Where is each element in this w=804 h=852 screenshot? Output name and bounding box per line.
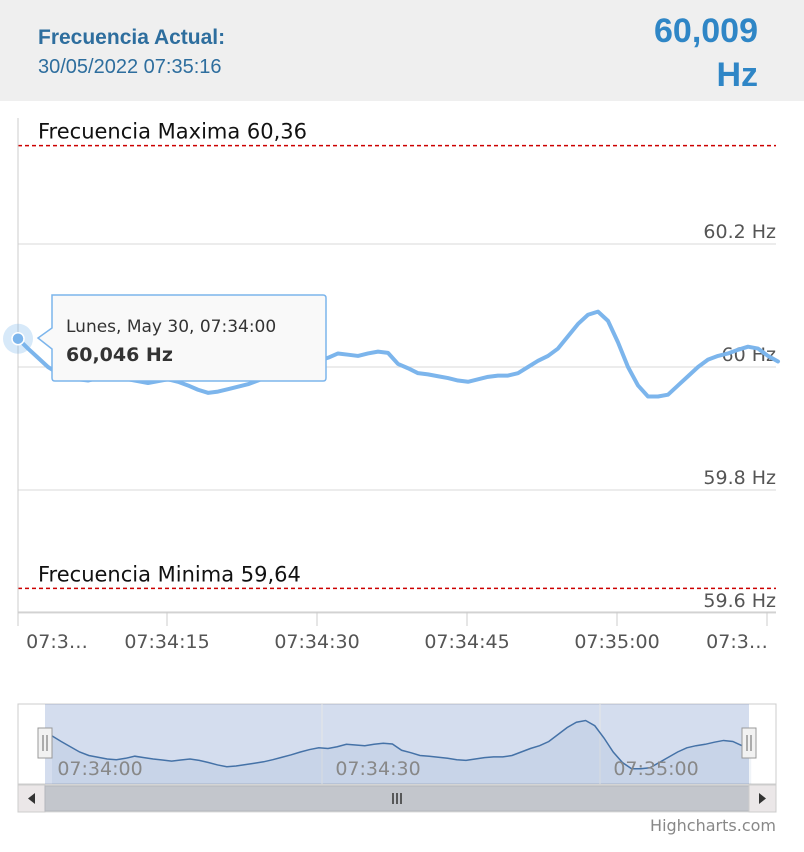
plot-lines: Frecuencia Maxima 60,36 Frecuencia Minima…: [18, 120, 776, 590]
data-point[interactable]: [604, 317, 612, 325]
data-point[interactable]: [614, 338, 622, 346]
data-point[interactable]: [504, 372, 512, 380]
data-point[interactable]: [434, 372, 442, 380]
y-tick-label: 59.8 Hz: [703, 467, 776, 489]
data-point[interactable]: [564, 332, 572, 340]
data-point[interactable]: [594, 308, 602, 316]
navigator-outline: [17, 703, 777, 785]
y-tick-label: 60.2 Hz: [703, 221, 776, 243]
data-point[interactable]: [204, 389, 212, 397]
navigator-series: [51, 719, 752, 784]
data-point[interactable]: [354, 352, 362, 360]
data-point[interactable]: [744, 343, 752, 351]
data-point[interactable]: [44, 363, 52, 371]
data-point[interactable]: [334, 349, 342, 357]
data-point[interactable]: [404, 364, 412, 372]
navigator-line: [51, 719, 752, 770]
x-tick-label: 07:3…: [26, 631, 88, 653]
x-tick-label: 07:3…: [706, 631, 768, 653]
data-point[interactable]: [34, 354, 42, 362]
tooltip-box: [36, 294, 327, 382]
data-point[interactable]: [774, 357, 782, 365]
series-line[interactable]: [16, 309, 780, 399]
data-point[interactable]: [654, 393, 662, 401]
x-axis-ticks: 07:3… 07:34:15 07:34:30 07:34:45 07:35:00 07:…: [17, 612, 768, 653]
data-point[interactable]: [644, 393, 652, 401]
data-point[interactable]: [684, 372, 692, 380]
data-point[interactable]: [214, 388, 222, 396]
navigator-right-handle[interactable]: [741, 727, 757, 759]
data-point[interactable]: [234, 383, 242, 391]
x-tick-label: 07:34:15: [124, 631, 209, 653]
data-point[interactable]: [664, 391, 672, 399]
data-point[interactable]: [634, 381, 642, 389]
data-point[interactable]: [574, 320, 582, 328]
data-point[interactable]: [374, 348, 382, 356]
data-point[interactable]: [444, 374, 452, 382]
scrollbar[interactable]: [17, 784, 777, 813]
navigator[interactable]: 07:34:00 07:34:30 07:35:00: [17, 703, 777, 785]
plot-line-label: Frecuencia Maxima 60,36: [38, 120, 307, 144]
data-point[interactable]: [704, 356, 712, 364]
data-point[interactable]: [554, 345, 562, 353]
scrollbar-grip-icon: [392, 793, 402, 804]
tooltip-value: 60,046 Hz: [66, 344, 173, 366]
tooltip-date: Lunes, May 30, 07:34:00: [66, 317, 276, 337]
data-point[interactable]: [494, 372, 502, 380]
credits-link[interactable]: Highcharts.com: [650, 816, 776, 835]
navigator-left-handle[interactable]: [37, 727, 53, 759]
data-point[interactable]: [624, 363, 632, 371]
data-point[interactable]: [524, 363, 532, 371]
y-tick-label: 59.6 Hz: [703, 590, 776, 612]
x-tick-label: 07:34:45: [424, 631, 509, 653]
scroll-right-arrow-icon: [759, 793, 766, 804]
navigator-selection[interactable]: [45, 704, 749, 784]
x-tick-label: 07:35:00: [574, 631, 659, 653]
hover-point[interactable]: [11, 331, 25, 346]
data-point[interactable]: [484, 373, 492, 381]
current-frequency-timestamp: 30/05/2022 07:35:16: [38, 56, 222, 78]
data-point[interactable]: [674, 381, 682, 389]
data-point[interactable]: [384, 349, 392, 357]
data-point[interactable]: [184, 381, 192, 389]
current-frequency-value: 60,009: [654, 12, 758, 50]
data-point[interactable]: [514, 369, 522, 377]
header-bar: Frecuencia Actual: 30/05/2022 07:35:16 6…: [0, 0, 804, 101]
data-point[interactable]: [394, 360, 402, 368]
data-point[interactable]: [414, 369, 422, 377]
navigator-label: 07:35:00: [613, 758, 698, 780]
x-tick-label: 07:34:30: [274, 631, 359, 653]
data-point[interactable]: [714, 352, 722, 360]
data-point[interactable]: [454, 377, 462, 385]
data-point[interactable]: [224, 385, 232, 393]
data-point[interactable]: [534, 357, 542, 365]
current-frequency-unit: Hz: [716, 56, 758, 94]
data-point[interactable]: [194, 386, 202, 394]
data-point[interactable]: [724, 349, 732, 357]
data-point[interactable]: [754, 345, 762, 353]
data-point[interactable]: [344, 351, 352, 359]
current-frequency-label: Frecuencia Actual:: [38, 26, 226, 49]
navigator-label: 07:34:00: [57, 758, 142, 780]
scroll-left-arrow-icon: [28, 793, 35, 804]
data-point[interactable]: [464, 378, 472, 386]
data-point[interactable]: [734, 346, 742, 354]
data-point[interactable]: [424, 370, 432, 378]
data-point[interactable]: [544, 352, 552, 360]
data-point[interactable]: [694, 363, 702, 371]
data-point[interactable]: [474, 375, 482, 383]
series-group[interactable]: [3, 308, 782, 401]
tooltip: Lunes, May 30, 07:34:00 60,046 Hz: [36, 294, 327, 382]
navigator-labels: 07:34:00 07:34:30 07:35:00: [57, 758, 698, 780]
data-point[interactable]: [584, 311, 592, 319]
navigator-grid: [321, 704, 601, 784]
data-point[interactable]: [764, 352, 772, 360]
data-point[interactable]: [364, 349, 372, 357]
navigator-label: 07:34:30: [335, 758, 420, 780]
navigator-area: [52, 720, 752, 784]
plot-line-label: Frecuencia Minima 59,64: [38, 562, 301, 586]
